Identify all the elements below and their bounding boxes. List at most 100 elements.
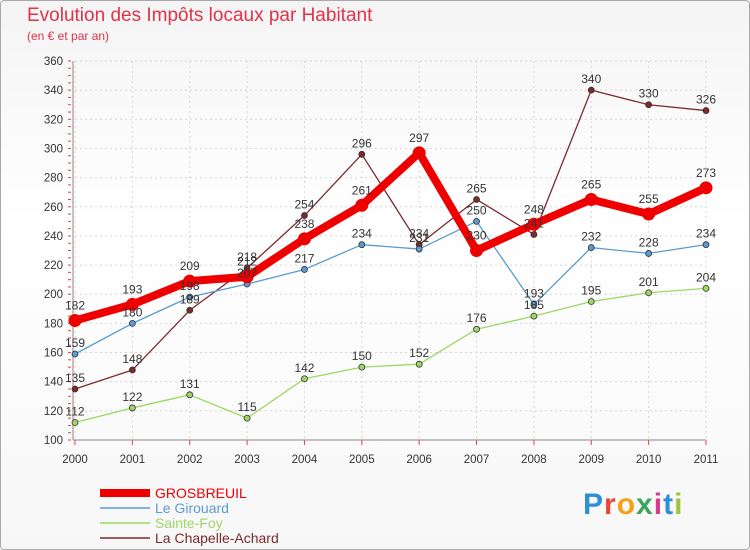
x-tick-label: 2010 <box>636 454 662 466</box>
data-point-le-girouard <box>473 217 480 225</box>
y-tick-label: 160 <box>44 348 63 360</box>
data-label-le-girouard: 228 <box>639 235 659 249</box>
y-tick-label: 240 <box>44 231 63 243</box>
data-label-sainte-foy: 176 <box>467 311 487 325</box>
data-label-grosbreuil: 230 <box>467 229 487 243</box>
data-point-grosbreuil <box>183 274 197 288</box>
axes: 100 120 140 160 180 200 220 240 260 280 300 320 340 3… <box>44 56 719 466</box>
legend-label: GROSBREUIL <box>155 485 247 501</box>
data-point-la-chapelle-achard <box>645 101 653 109</box>
data-label-sainte-foy: 115 <box>238 400 257 414</box>
logo-letter: r <box>604 488 617 521</box>
data-point-sainte-foy <box>301 375 308 383</box>
data-point-le-girouard <box>587 244 595 251</box>
data-label-la-chapelle-achard: 135 <box>65 371 85 385</box>
data-label-sainte-foy: 131 <box>180 377 200 391</box>
data-point-la-chapelle-achard <box>587 86 595 94</box>
data-label-sainte-foy: 201 <box>639 275 659 289</box>
y-tick-label: 200 <box>44 289 63 301</box>
data-point-sainte-foy <box>186 391 194 399</box>
data-label-le-girouard: 232 <box>581 230 601 244</box>
chart-subtitle: (en € et par an) <box>27 29 110 43</box>
series-line-la-chapelle-achard <box>74 89 707 390</box>
data-label-grosbreuil: 193 <box>122 282 142 296</box>
y-tick-label: 280 <box>44 173 63 185</box>
chart-title: Evolution des Impôts locaux par Habitant <box>27 5 373 26</box>
data-point-grosbreuil <box>412 146 426 160</box>
data-point-le-girouard <box>186 293 194 301</box>
y-tick-label: 100 <box>44 435 63 447</box>
data-point-le-girouard <box>71 350 79 358</box>
data-label-la-chapelle-achard: 254 <box>294 198 314 212</box>
data-point-sainte-foy <box>530 312 538 320</box>
data-point-grosbreuil <box>642 207 656 221</box>
data-label-le-girouard: 234 <box>696 227 716 241</box>
y-tick-label: 360 <box>44 56 63 68</box>
data-point-le-girouard <box>358 241 366 249</box>
data-label-grosbreuil: 265 <box>581 177 601 191</box>
data-point-sainte-foy <box>71 419 79 426</box>
data-label-la-chapelle-achard: 234 <box>409 227 429 241</box>
data-point-sainte-foy <box>128 404 136 412</box>
data-label-sainte-foy: 195 <box>581 284 601 298</box>
data-point-grosbreuil <box>68 313 82 327</box>
data-point-grosbreuil <box>699 181 713 195</box>
data-label-grosbreuil: 248 <box>524 202 544 216</box>
data-label-sainte-foy: 150 <box>352 349 372 363</box>
data-label-la-chapelle-achard: 265 <box>467 181 487 195</box>
data-label-sainte-foy: 122 <box>122 390 142 404</box>
data-label-le-girouard: 159 <box>65 336 85 350</box>
logo-letter: i <box>674 488 684 521</box>
y-tick-label: 140 <box>44 377 63 389</box>
y-tick-label: 320 <box>44 114 63 126</box>
series-line-sainte-foy <box>74 287 707 424</box>
data-point-grosbreuil <box>527 217 541 231</box>
data-point-le-girouard <box>530 301 538 308</box>
data-label-le-girouard: 250 <box>467 203 487 217</box>
data-label-grosbreuil: 209 <box>180 259 200 273</box>
x-tick-label: 2009 <box>578 454 604 466</box>
data-label-la-chapelle-achard: 326 <box>696 93 716 107</box>
data-label-sainte-foy: 204 <box>696 270 716 284</box>
data-point-sainte-foy <box>473 325 480 333</box>
data-point-la-chapelle-achard <box>71 385 79 393</box>
x-tick-label: 2000 <box>62 454 88 466</box>
data-label-le-girouard: 180 <box>122 305 142 319</box>
data-labels: 135 148 189 218 254 296 234 265 241 340 330 326 159 1… <box>65 72 716 418</box>
y-tick-label: 260 <box>44 202 63 214</box>
data-point-sainte-foy <box>358 363 366 371</box>
data-point-sainte-foy <box>415 360 423 368</box>
x-tick-label: 2003 <box>234 454 260 466</box>
series-line-grosbreuil <box>71 148 710 325</box>
data-point-sainte-foy <box>645 289 653 297</box>
data-point-la-chapelle-achard <box>301 212 308 219</box>
legend-label: La Chapelle-Achard <box>155 530 279 546</box>
y-tick-label: 180 <box>44 318 63 330</box>
data-point-la-chapelle-achard <box>530 231 538 238</box>
data-point-grosbreuil <box>240 270 254 284</box>
data-label-la-chapelle-achard: 218 <box>237 250 257 264</box>
data-point-grosbreuil <box>470 244 484 257</box>
proxiti-logo: Proxiti <box>583 488 683 522</box>
data-label-le-girouard: 231 <box>409 231 429 245</box>
data-point-le-girouard <box>645 250 653 257</box>
data-label-la-chapelle-achard: 189 <box>180 292 200 306</box>
data-label-le-girouard: 198 <box>180 279 200 293</box>
data-point-la-chapelle-achard <box>702 107 710 114</box>
x-tick-label: 2002 <box>177 454 203 466</box>
logo-letter: P <box>583 488 605 521</box>
y-tick-label: 120 <box>44 406 63 418</box>
data-point-grosbreuil <box>584 192 598 206</box>
data-label-le-girouard: 217 <box>294 251 314 265</box>
data-label-grosbreuil: 238 <box>294 217 314 231</box>
data-point-grosbreuil <box>125 297 139 311</box>
legend-label: Le Girouard <box>155 500 229 516</box>
x-tick-label: 2004 <box>292 454 318 466</box>
y-tick-label: 220 <box>44 260 63 272</box>
data-label-grosbreuil: 255 <box>639 192 659 206</box>
logo-letter: t <box>663 488 675 521</box>
data-label-sainte-foy: 142 <box>294 361 314 375</box>
